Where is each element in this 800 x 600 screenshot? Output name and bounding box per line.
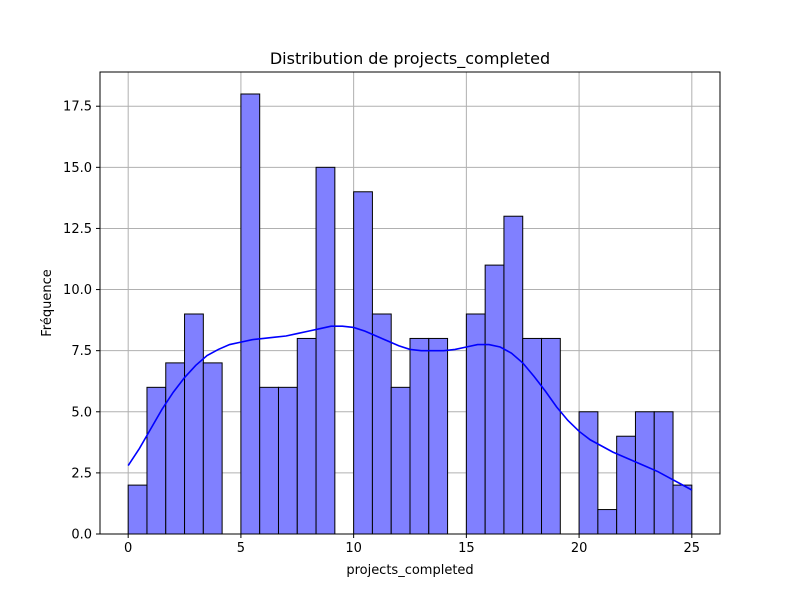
y-tick-label: 17.5: [63, 100, 92, 115]
x-axis-ticks: 0 5 10 15 20 25: [124, 534, 700, 556]
histogram-bar: [127, 484, 148, 535]
histogram-bar: [259, 386, 279, 535]
y-tick-label: 2.5: [71, 466, 92, 481]
histogram-bar: [315, 166, 336, 535]
histogram-bar: [296, 337, 317, 535]
histogram-bar: [277, 386, 298, 535]
y-tick-label: 7.5: [71, 344, 92, 359]
y-tick-label: 5.0: [71, 405, 92, 420]
x-tick-label: 10: [345, 541, 362, 556]
plot-frame: [99, 71, 721, 535]
histogram-bar: [522, 337, 543, 535]
x-tick-label: 5: [237, 541, 245, 556]
histogram-bar: [240, 93, 261, 535]
histogram-bar: [184, 313, 204, 535]
histogram-bar: [353, 191, 373, 535]
histogram-bar: [202, 362, 223, 535]
histogram-bar: [578, 411, 599, 535]
histogram-bar: [503, 215, 524, 535]
x-tick-label: 0: [124, 541, 132, 556]
chart-title: Distribution de projects_completed: [270, 49, 550, 69]
histogram-bar: [597, 509, 618, 535]
kde-curve-group: [127, 325, 693, 491]
y-axis-label: Fréquence: [40, 269, 55, 336]
histogram-bar: [390, 386, 411, 535]
x-tick-label: 20: [571, 541, 588, 556]
histogram-bar: [653, 411, 674, 535]
y-tick-label: 10.0: [63, 283, 92, 298]
histogram-bar: [541, 337, 561, 535]
histogram-bar: [484, 264, 505, 535]
histogram-bar: [428, 337, 449, 535]
y-tick-label: 12.5: [63, 222, 92, 237]
histogram-bar: [616, 435, 636, 535]
x-axis-label: projects_completed: [346, 563, 473, 578]
histogram-bar: [371, 313, 392, 535]
y-tick-label: 0.0: [71, 528, 92, 543]
x-tick-label: 15: [458, 541, 475, 556]
histogram-bar: [672, 484, 693, 535]
histogram-bar: [409, 337, 430, 535]
kde-curve: [127, 325, 693, 491]
y-axis-ticks: 0.0 2.5 5.0 7.5 10.0 12.5 15.0 17.5: [63, 100, 100, 543]
histogram-bar: [634, 411, 655, 535]
x-tick-label: 25: [684, 541, 701, 556]
y-tick-label: 15.0: [63, 161, 92, 176]
